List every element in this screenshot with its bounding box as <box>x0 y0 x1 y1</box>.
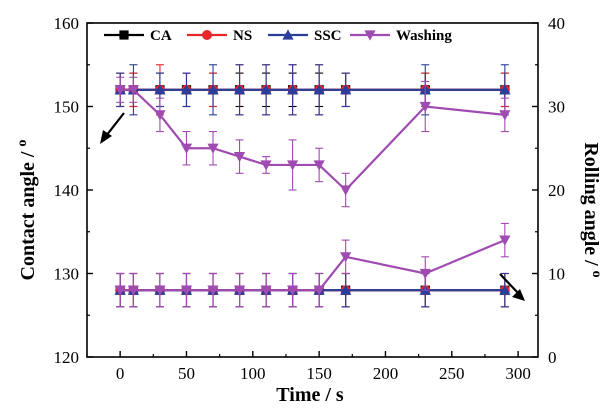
y-left-tick-label: 150 <box>54 98 80 117</box>
right-axis-arrow <box>499 273 525 301</box>
data-point <box>260 84 272 95</box>
data-point <box>419 268 431 280</box>
x-tick-label: 50 <box>178 364 195 383</box>
y-right-axis-title-text: Rolling angle / <box>580 142 601 270</box>
legend-marker <box>364 30 376 41</box>
legend-label: Washing <box>396 28 452 44</box>
legend-label: NS <box>233 28 252 44</box>
data-point <box>207 285 219 296</box>
x-tick-label: 200 <box>373 364 399 383</box>
data-point <box>154 285 166 296</box>
y-left-tick-label: 120 <box>54 348 80 367</box>
series-line <box>120 239 506 292</box>
data-point <box>233 152 246 163</box>
data-point <box>313 160 325 171</box>
y-right-tick-label: 10 <box>548 265 565 284</box>
x-tick-label: 100 <box>240 364 266 383</box>
data-point <box>313 84 325 95</box>
y-right-tick-label: 30 <box>548 98 565 117</box>
data-point <box>340 252 352 263</box>
data-point <box>154 84 166 95</box>
svg-text:Contact angle / o: Contact angle / o <box>15 140 39 281</box>
data-point <box>207 84 219 95</box>
y-left-axis-title: Contact angle / o <box>15 140 39 281</box>
y-left-axis-unit: o <box>15 140 30 147</box>
data-point <box>287 160 299 171</box>
series-ssc-contact-angle <box>114 64 511 116</box>
data-point <box>340 284 352 295</box>
data-point <box>499 84 511 95</box>
data-point <box>180 285 193 296</box>
data-point <box>499 284 511 295</box>
x-tick-label: 250 <box>439 364 465 383</box>
data-point <box>127 285 140 296</box>
data-point <box>233 84 246 95</box>
axes: 0 50 100 150 200 250 300 120 130 140 150 160 0 10 20 30… <box>54 14 566 383</box>
y-left-tick-label: 140 <box>54 181 80 200</box>
data-point <box>287 84 299 95</box>
data-point <box>154 110 166 121</box>
x-tick-label: 0 <box>116 364 125 383</box>
data-point <box>180 84 193 95</box>
y-left-tick-label: 160 <box>54 14 80 33</box>
y-right-tick-label: 20 <box>548 181 565 200</box>
y-right-axis-title: Rolling angle / o <box>580 142 601 277</box>
data-point <box>499 110 511 121</box>
series-washing-rolling-angle <box>114 222 511 308</box>
legend-marker <box>202 30 212 40</box>
y-left-axis-title-text: Contact angle / <box>17 147 39 281</box>
legend-marker <box>282 29 294 40</box>
data-marks <box>114 64 511 308</box>
left-axis-arrow <box>100 112 125 144</box>
legend-item-ca: CA <box>104 28 172 44</box>
data-point <box>114 285 126 296</box>
y-right-tick-label: 0 <box>548 348 557 367</box>
legend-marker <box>119 30 129 40</box>
legend-item-washing: Washing <box>350 28 452 44</box>
data-point <box>127 85 140 96</box>
legend: CA NS SSC Washing <box>104 28 452 44</box>
data-point <box>260 285 272 296</box>
series-washing-contact-angle <box>114 76 511 208</box>
data-point <box>340 185 352 196</box>
legend-item-ns: NS <box>187 28 252 44</box>
data-point <box>180 143 193 154</box>
data-point <box>260 160 272 171</box>
svg-text:Rolling angle / o: Rolling angle / o <box>580 142 601 277</box>
x-axis-title: Time / s <box>276 384 344 406</box>
legend-label: SSC <box>314 28 342 44</box>
y-right-tick-label: 40 <box>548 14 565 33</box>
series-line <box>120 88 505 192</box>
legend-label: CA <box>150 28 172 44</box>
data-point <box>340 84 352 95</box>
y-left-tick-label: 130 <box>54 265 80 284</box>
plot-frame <box>86 22 539 358</box>
x-tick-label: 300 <box>505 364 531 383</box>
legend-item-ssc: SSC <box>268 28 342 44</box>
data-point <box>287 285 299 296</box>
x-tick-label: 150 <box>306 364 332 383</box>
data-point <box>499 235 511 246</box>
data-point <box>207 143 219 154</box>
data-point <box>114 85 126 96</box>
data-point <box>419 101 431 113</box>
data-point <box>233 285 246 296</box>
data-point <box>313 285 325 296</box>
y-right-axis-unit: o <box>589 271 601 278</box>
